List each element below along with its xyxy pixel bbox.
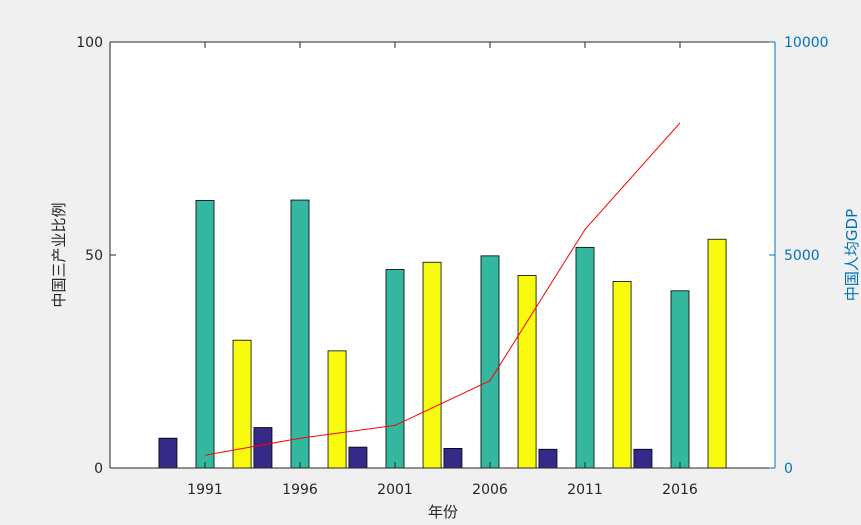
x-tick-label-2016: 2016	[662, 482, 698, 498]
y-tick-label-right-0: 0	[784, 461, 793, 477]
y-axis-label-left: 中国三产业比例	[50, 202, 68, 307]
ticks-group: 1991 1996 2001 2006 2011 2016 0 50 100 0 5000 10000	[76, 35, 828, 498]
y-tick-label-left-100: 100	[76, 35, 103, 51]
bar-series1-1991	[158, 437, 178, 469]
bar-series3-2006	[517, 275, 537, 469]
bar-series1-2016	[633, 448, 653, 469]
bar-series2-1996	[290, 199, 310, 469]
bar-series2-2006	[480, 255, 500, 469]
y-tick-label-right-10000: 10000	[784, 35, 829, 51]
y-tick-label-left-0: 0	[94, 461, 103, 477]
bar-series1-2011	[538, 448, 558, 469]
gdp-series-line	[204, 122, 681, 456]
bar-series2-2011	[575, 246, 595, 469]
bar-series3-1996	[327, 350, 347, 469]
bar-series2-2016	[670, 290, 690, 469]
bar-series2-1991	[195, 200, 215, 469]
x-tick-label-2006: 2006	[472, 482, 508, 498]
x-axis-label: 年份	[428, 503, 458, 521]
bar-series3-2001	[422, 261, 442, 469]
y-tick-label-left-50: 50	[85, 248, 103, 264]
bar-series2-2001	[385, 269, 405, 469]
bar-series1-1996	[253, 427, 273, 469]
x-tick-label-2001: 2001	[377, 482, 413, 498]
x-tick-label-2011: 2011	[567, 482, 603, 498]
bar-series1-2006	[443, 448, 463, 469]
plot-area	[110, 42, 775, 468]
x-tick-label-1991: 1991	[187, 482, 223, 498]
x-tick-label-1996: 1996	[282, 482, 318, 498]
bar-series3-2011	[612, 281, 632, 469]
bar-series3-2016	[707, 238, 727, 469]
bar-series1-2001	[348, 446, 368, 469]
y-axis-label-right: 中国人均GDP	[843, 209, 861, 301]
y-tick-label-right-5000: 5000	[784, 248, 820, 264]
